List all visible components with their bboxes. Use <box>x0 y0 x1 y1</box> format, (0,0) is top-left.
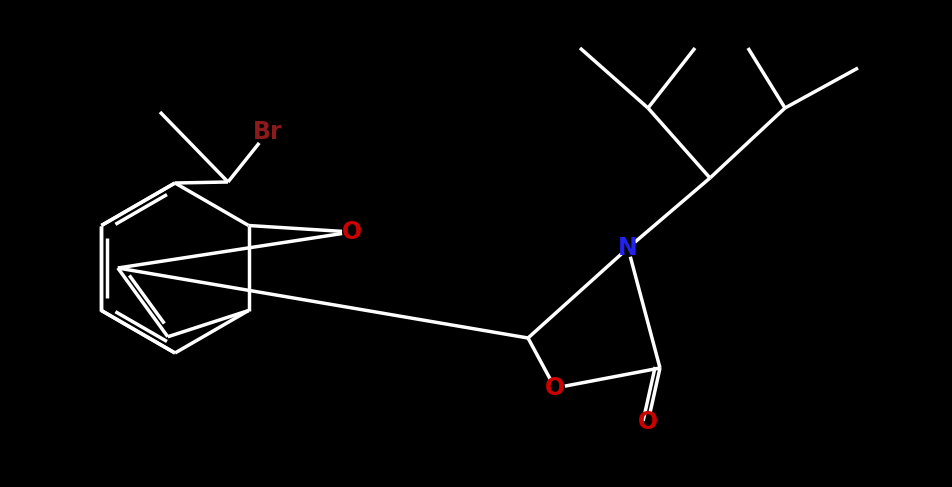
Text: O: O <box>638 410 658 434</box>
Text: N: N <box>618 236 638 260</box>
Text: O: O <box>545 376 565 400</box>
Text: O: O <box>342 220 362 244</box>
Text: Br: Br <box>253 120 283 144</box>
